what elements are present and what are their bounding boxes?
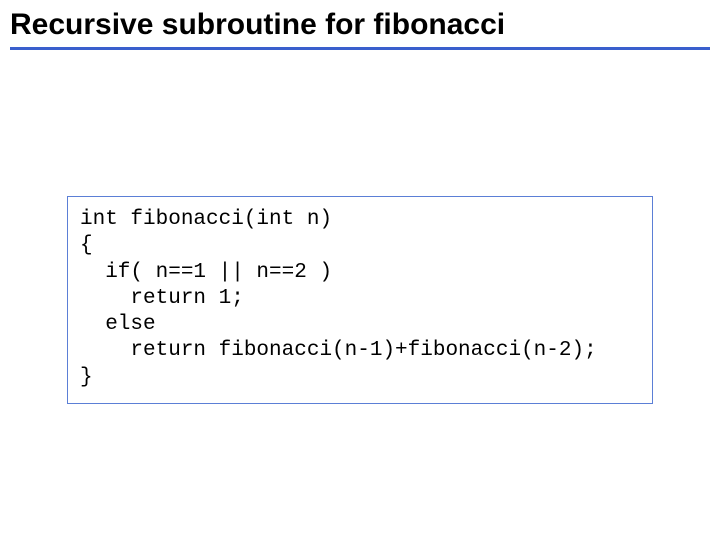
- slide-container: Recursive subroutine for fibonacci int f…: [0, 0, 720, 540]
- code-line: return 1;: [80, 286, 640, 312]
- code-line: {: [80, 233, 640, 259]
- code-line: if( n==1 || n==2 ): [80, 260, 640, 286]
- slide-title: Recursive subroutine for fibonacci: [10, 8, 710, 43]
- code-line: }: [80, 365, 640, 391]
- code-line: return fibonacci(n-1)+fibonacci(n-2);: [80, 338, 640, 364]
- title-underline: Recursive subroutine for fibonacci: [10, 8, 710, 50]
- code-line: else: [80, 312, 640, 338]
- code-line: int fibonacci(int n): [80, 207, 640, 233]
- code-box: int fibonacci(int n) { if( n==1 || n==2 …: [67, 196, 653, 404]
